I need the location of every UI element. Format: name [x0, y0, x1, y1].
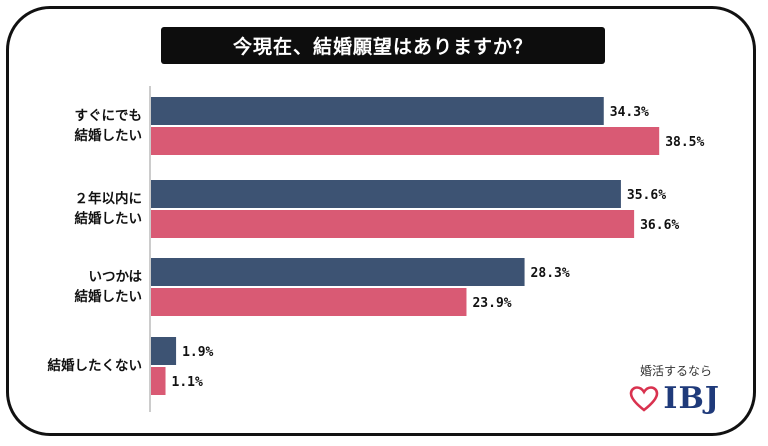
- value-label-series1-cat4: 1.9%: [182, 345, 213, 360]
- chart-title: 今現在、結婚願望はありますか？: [161, 27, 605, 64]
- brand-name: IBJ: [663, 381, 720, 416]
- bar-series1-cat4: [151, 337, 177, 365]
- value-label-series2-cat1: 38.5%: [665, 135, 704, 150]
- bar-series2-cat1: [151, 127, 660, 155]
- brand-logo: 婚活するなら IBJ: [610, 362, 720, 416]
- value-label-series2-cat3: 23.9%: [472, 296, 511, 311]
- category-label: いつかは 結婚したい: [74, 269, 143, 305]
- bar-series2-cat2: [151, 210, 635, 238]
- value-label-series1-cat2: 35.6%: [627, 188, 666, 203]
- category-label: ２年以内に 結婚したい: [74, 191, 143, 227]
- value-label-series2-cat2: 36.6%: [640, 218, 679, 233]
- brand-tagline: 婚活するなら: [639, 364, 712, 378]
- value-label-series1-cat3: 28.3%: [531, 266, 570, 281]
- bar-series1-cat3: [151, 258, 525, 286]
- heart-outline-icon: [630, 385, 659, 412]
- bar-series2-cat4: [151, 367, 166, 395]
- bar-series2-cat3: [151, 288, 467, 316]
- category-label: 結婚したくない: [47, 358, 143, 374]
- bar-series1-cat2: [151, 180, 621, 208]
- value-label-series2-cat4: 1.1%: [172, 375, 203, 390]
- bar-series1-cat1: [151, 97, 604, 125]
- value-label-series1-cat1: 34.3%: [610, 105, 649, 120]
- category-label: すぐにでも 結婚したい: [74, 108, 143, 144]
